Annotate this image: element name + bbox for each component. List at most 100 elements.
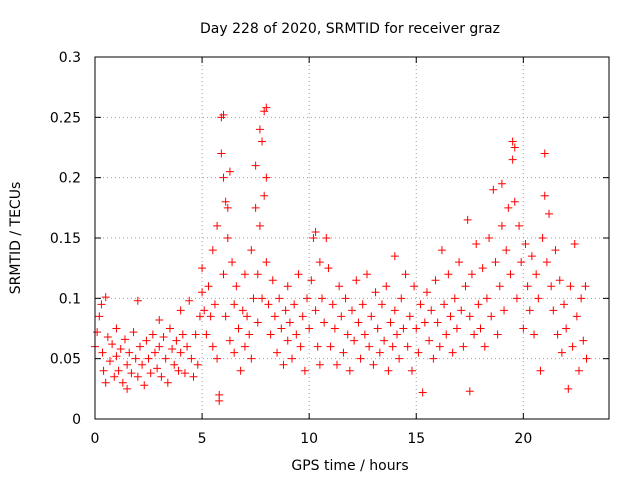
data-point: [253, 270, 262, 279]
data-point: [412, 324, 421, 333]
data-point: [138, 360, 147, 369]
data-point: [247, 354, 256, 363]
data-point: [510, 197, 519, 206]
data-point: [172, 336, 181, 345]
data-point: [170, 360, 179, 369]
data-point: [225, 336, 234, 345]
data-point: [219, 110, 228, 119]
data-point: [198, 288, 207, 297]
y-tick-label: 0.1: [59, 291, 81, 307]
data-point: [560, 300, 569, 309]
data-point: [258, 294, 267, 303]
data-point: [333, 360, 342, 369]
data-point: [549, 306, 558, 315]
axis-ticks: [94, 56, 609, 420]
data-point: [523, 282, 532, 291]
data-point: [429, 354, 438, 363]
data-point: [557, 348, 566, 357]
data-point: [187, 354, 196, 363]
data-point: [530, 330, 539, 339]
data-point: [142, 336, 151, 345]
data-point: [240, 342, 249, 351]
data-point: [521, 240, 530, 249]
data-point: [283, 336, 292, 345]
data-point: [422, 288, 431, 297]
data-point: [125, 348, 134, 357]
data-point: [386, 318, 395, 327]
data-point: [101, 293, 110, 302]
data-point: [474, 300, 483, 309]
data-point: [495, 282, 504, 291]
data-point: [380, 336, 389, 345]
data-point: [403, 342, 412, 351]
data-point: [283, 282, 292, 291]
data-point: [485, 234, 494, 242]
data-point: [105, 357, 114, 366]
data-point: [407, 366, 416, 375]
data-point: [303, 294, 312, 303]
data-point: [577, 294, 586, 303]
data-point: [480, 342, 489, 351]
data-point: [163, 378, 172, 387]
data-point: [129, 328, 138, 337]
data-point: [538, 234, 547, 242]
data-point: [112, 352, 121, 361]
data-point: [489, 185, 498, 194]
data-point: [277, 324, 286, 333]
data-point: [264, 300, 273, 309]
data-point: [294, 270, 303, 279]
data-point: [547, 282, 556, 291]
data-point: [579, 336, 588, 345]
data-point: [155, 342, 164, 351]
data-point: [178, 330, 187, 339]
data-point: [519, 324, 528, 333]
data-point: [174, 366, 183, 375]
data-point: [262, 258, 271, 267]
data-point: [472, 240, 481, 249]
data-point: [238, 306, 247, 315]
data-point: [330, 324, 339, 333]
data-point: [384, 366, 393, 375]
data-point: [123, 360, 132, 369]
data-point: [108, 340, 117, 349]
data-point: [258, 137, 267, 146]
data-point: [198, 264, 207, 273]
data-point: [275, 294, 284, 303]
data-point: [230, 300, 239, 309]
data-point: [315, 258, 324, 267]
data-point: [392, 330, 401, 339]
data-point: [118, 378, 127, 387]
data-point: [390, 306, 399, 315]
data-point: [200, 306, 209, 315]
data-point: [463, 215, 472, 224]
data-point: [362, 270, 371, 279]
data-point: [487, 312, 496, 321]
data-point: [461, 282, 470, 291]
data-point: [281, 306, 290, 315]
data-point: [482, 294, 491, 303]
data-point: [414, 348, 423, 357]
data-point: [300, 366, 309, 375]
data-point: [395, 354, 404, 363]
data-point: [373, 324, 382, 333]
data-point: [452, 324, 461, 333]
data-point: [255, 221, 264, 230]
data-point: [444, 270, 453, 279]
data-point: [189, 372, 198, 381]
data-point: [251, 203, 260, 212]
data-point: [377, 300, 386, 309]
data-point: [459, 342, 468, 351]
data-point: [140, 381, 149, 390]
data-point: [159, 332, 168, 341]
data-point: [98, 348, 107, 357]
data-point: [176, 306, 185, 315]
data-point: [155, 316, 164, 325]
data-point: [268, 276, 277, 285]
data-point: [255, 125, 264, 134]
data-point: [225, 167, 234, 176]
data-point: [431, 276, 440, 285]
y-tick-label: 0.3: [59, 50, 81, 66]
data-point: [358, 300, 367, 309]
data-point: [504, 203, 513, 212]
